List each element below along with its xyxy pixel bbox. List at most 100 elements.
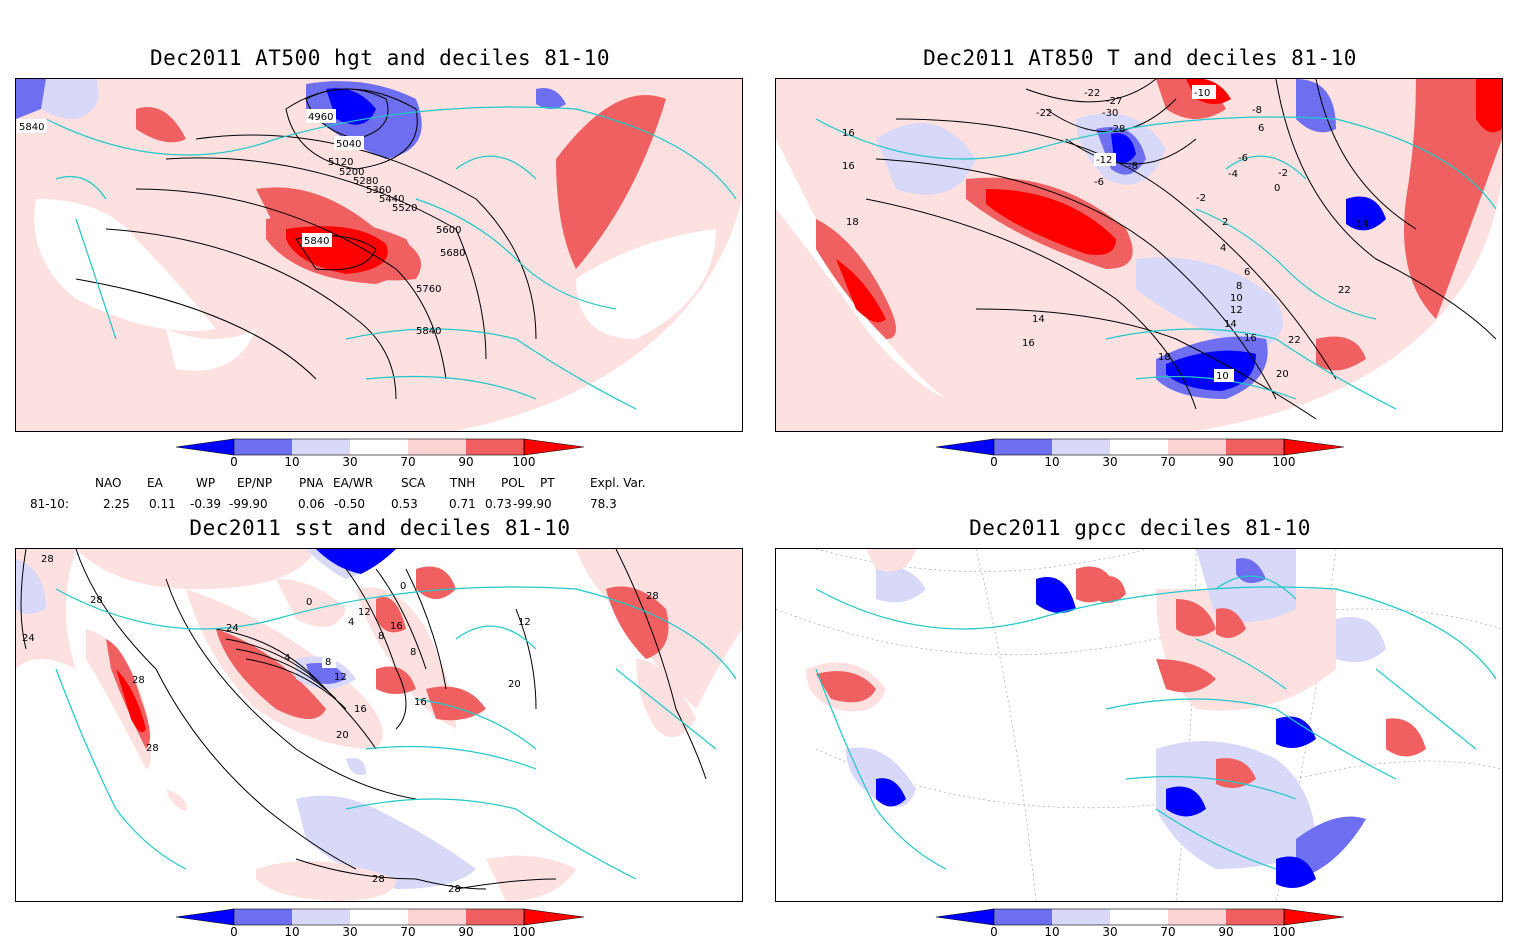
index-value: -99.90 [513, 497, 552, 511]
index-header: EA/WR [333, 476, 374, 490]
contour-label: 8 [378, 631, 384, 642]
contour-label: 5520 [392, 203, 417, 214]
index-value: -0.50 [334, 497, 366, 511]
colorbar-t850: 0 10 30 70 90 100 [935, 438, 1346, 473]
contour-label: 16 [842, 128, 855, 139]
index-header: EA [147, 476, 163, 490]
contour-label: 14 [1356, 219, 1369, 230]
map-hgt500-graphics: 5840 4960 5040 5120 5200 5280 5360 5440 … [16, 79, 742, 431]
map-sst-graphics: 28 28 24 24 28 28 0 0 4 4 8 8 8 12 12 16… [16, 549, 742, 901]
index-value: 0.73 [485, 497, 512, 511]
contour-label: 28 [448, 884, 461, 895]
index-header: WP [196, 476, 216, 490]
index-header: EP/NP [237, 476, 273, 490]
contour-label: 16 [1022, 338, 1035, 349]
contour-label: 0 [306, 597, 312, 608]
contour-label: -2 [1196, 193, 1206, 204]
contour-label: -6 [1094, 177, 1104, 188]
contour-label: 4 [1220, 243, 1226, 254]
contour-label: 28 [41, 554, 54, 565]
panel-title-gpcc: Dec2011 gpcc deciles 81-10 [969, 516, 1311, 540]
colorbar-tick: 100 [1272, 925, 1296, 939]
contour-label: 0 [400, 581, 406, 592]
contour-label: -10 [1194, 88, 1210, 99]
map-gpcc-graphics [776, 549, 1502, 901]
map-t850: -10 -22 -22 -27 -30 -28 -12 -8 -6 -6 -2 … [775, 78, 1503, 432]
contour-label: 28 [646, 591, 659, 602]
contour-label: 0 [1274, 183, 1280, 194]
colorbar-sst: 0 10 30 70 90 100 [175, 908, 586, 943]
contour-label: 28 [132, 675, 145, 686]
contour-label: 8 [325, 657, 331, 668]
contour-label: 18 [1158, 352, 1171, 363]
contour-label: 5440 [379, 194, 404, 205]
contour-label: 2 [1222, 217, 1228, 228]
contour-label: 5680 [440, 248, 465, 259]
contour-label: 6 [1258, 123, 1264, 134]
index-value: 0.11 [149, 497, 176, 511]
index-header: PT [540, 476, 555, 490]
colorbar-tick: 0 [230, 925, 238, 939]
contour-label: 5280 [353, 176, 378, 187]
contour-label: 5840 [416, 326, 441, 337]
colorbar-tick: 70 [1160, 925, 1176, 939]
contour-label: 14 [1032, 314, 1045, 325]
contour-label: -12 [1096, 155, 1112, 166]
contour-label: 28 [372, 874, 385, 885]
teleconnection-indices: NAO EA WP EP/NP PNA EA/WR SCA TNH POL PT… [0, 474, 760, 514]
contour-label: 16 [414, 697, 427, 708]
index-value: -99.90 [229, 497, 268, 511]
contour-label: -8 [1252, 105, 1262, 116]
colorbar-tick: 10 [284, 925, 300, 939]
contour-label: 4 [348, 617, 354, 628]
panel-title-hgt500: Dec2011 AT500 hgt and deciles 81-10 [149, 46, 611, 70]
colorbar-swatches [935, 908, 1345, 926]
panel-title-t850: Dec2011 AT850 T and deciles 81-10 [923, 46, 1357, 70]
map-gpcc [775, 548, 1503, 902]
contour-label: -27 [1106, 96, 1122, 107]
contour-label: 16 [842, 161, 855, 172]
contour-label: -8 [1128, 161, 1138, 172]
contour-label: 5600 [436, 225, 461, 236]
contour-label: 10 [1230, 293, 1243, 304]
index-value: 0.06 [298, 497, 325, 511]
contour-label: 22 [1338, 285, 1351, 296]
contour-label: 16 [1244, 333, 1257, 344]
contour-label: 5120 [328, 157, 353, 168]
panel-title-sst: Dec2011 sst and deciles 81-10 [189, 516, 571, 540]
contour-label: 6 [1244, 267, 1250, 278]
colorbar-swatches [175, 908, 585, 926]
contour-label: -22 [1084, 88, 1100, 99]
contour-label: 5840 [19, 122, 44, 133]
contour-label: -6 [1238, 153, 1248, 164]
index-row-label: 81-10: [30, 497, 69, 511]
contour-label: -30 [1102, 108, 1118, 119]
contour-label: 20 [336, 730, 349, 741]
contour-label: 28 [146, 743, 159, 754]
colorbar-tick: 100 [1272, 455, 1296, 469]
contour-label: 5760 [416, 284, 441, 295]
map-t850-graphics: -10 -22 -22 -27 -30 -28 -12 -8 -6 -6 -2 … [776, 79, 1502, 431]
contour-label: 16 [390, 621, 403, 632]
colorbar-tick: 70 [400, 455, 416, 469]
colorbar-tick: 100 [512, 455, 536, 469]
colorbar-tick: 100 [512, 925, 536, 939]
contour-label: 5200 [339, 167, 364, 178]
index-header: POL [501, 476, 525, 490]
contour-label: 8 [410, 647, 416, 658]
contour-label: 20 [1276, 369, 1289, 380]
colorbar-tick: 90 [458, 455, 474, 469]
index-value: 0.53 [391, 497, 418, 511]
contour-label: -4 [1228, 169, 1238, 180]
contour-label: 28 [90, 595, 103, 606]
colorbar-tick: 0 [990, 455, 998, 469]
contour-label: 14 [1224, 319, 1237, 330]
map-hgt500: 5840 4960 5040 5120 5200 5280 5360 5440 … [15, 78, 743, 432]
index-value: 78.3 [590, 497, 617, 511]
contour-label: 22 [1288, 335, 1301, 346]
contour-label: 10 [1216, 371, 1229, 382]
index-header: NAO [95, 476, 122, 490]
colorbar-tick: 90 [1218, 925, 1234, 939]
colorbar-tick: 10 [1044, 925, 1060, 939]
contour-label: -28 [1109, 124, 1125, 135]
